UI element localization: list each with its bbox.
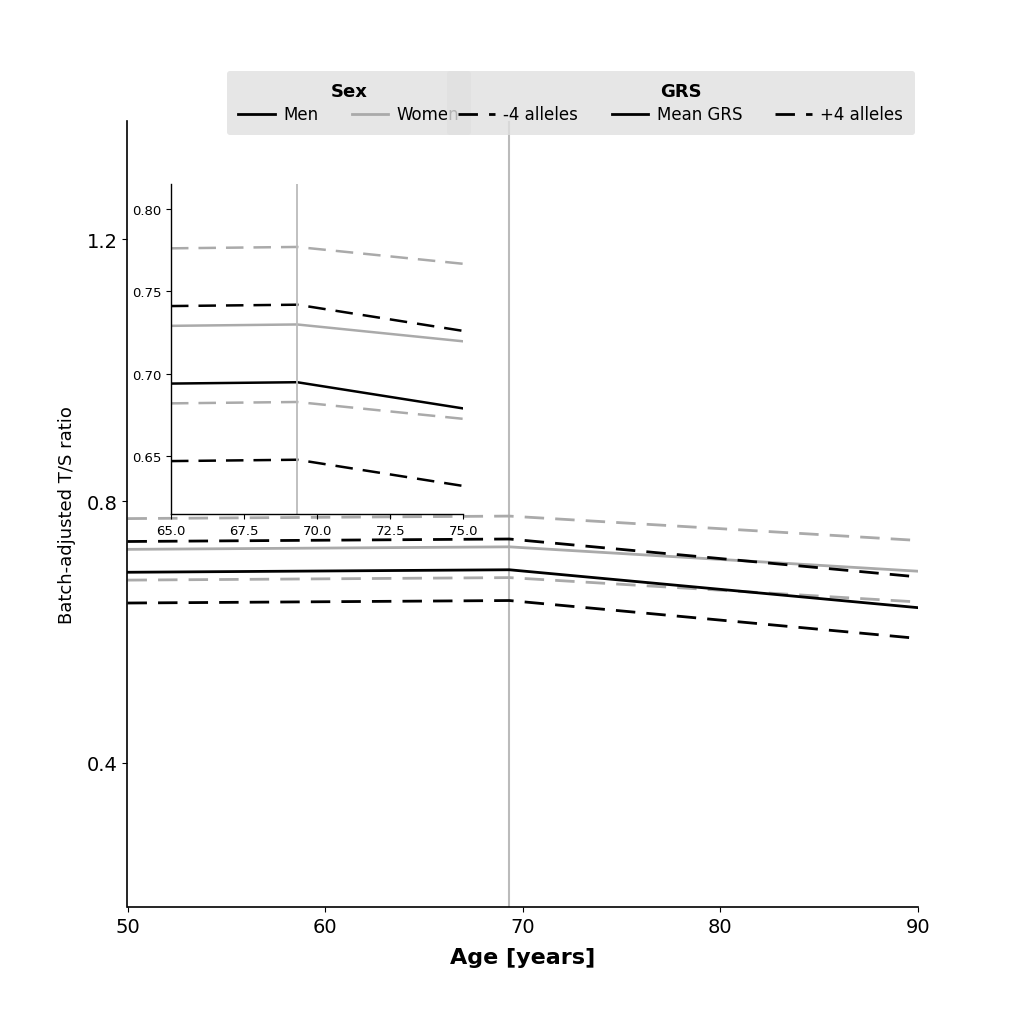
X-axis label: Age [years]: Age [years]	[449, 947, 595, 967]
Legend: -4 alleles, Mean GRS, +4 alleles: -4 alleles, Mean GRS, +4 alleles	[446, 71, 914, 136]
Y-axis label: Batch-adjusted T/S ratio: Batch-adjusted T/S ratio	[58, 406, 75, 624]
